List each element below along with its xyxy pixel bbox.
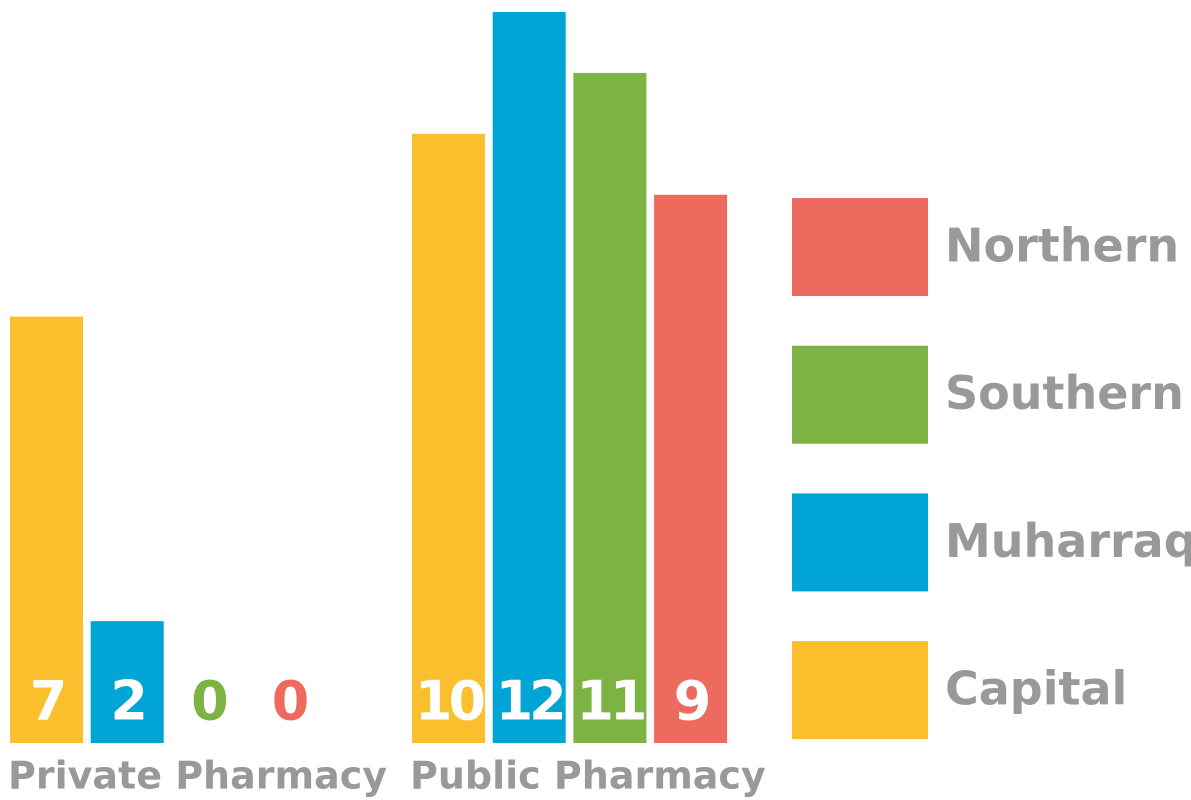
value-label: 11 [576, 670, 644, 733]
value-label: 9 [674, 670, 709, 733]
category-label: Private Pharmacy [8, 754, 387, 798]
bar [654, 194, 728, 743]
legend-label: Muharraq [945, 514, 1191, 568]
value-label: 10 [415, 670, 484, 733]
value-label: 0 [272, 670, 307, 733]
legend-swatch [792, 641, 928, 740]
bar [10, 316, 83, 743]
legend-swatch [792, 345, 928, 444]
value-label: 12 [496, 670, 563, 733]
legend-label: Northern [945, 219, 1179, 273]
bar [412, 133, 485, 744]
bar [90, 621, 164, 743]
value-label: 0 [191, 670, 226, 733]
legend-swatch [792, 198, 928, 296]
legend-swatch [792, 493, 928, 592]
legend-label: Southern [945, 366, 1184, 420]
bar [573, 72, 647, 743]
value-label: 7 [30, 670, 64, 733]
category-label: Public Pharmacy [410, 754, 766, 798]
legend-label: Capital [945, 662, 1127, 716]
value-label: 2 [110, 670, 144, 733]
bar [492, 12, 566, 743]
